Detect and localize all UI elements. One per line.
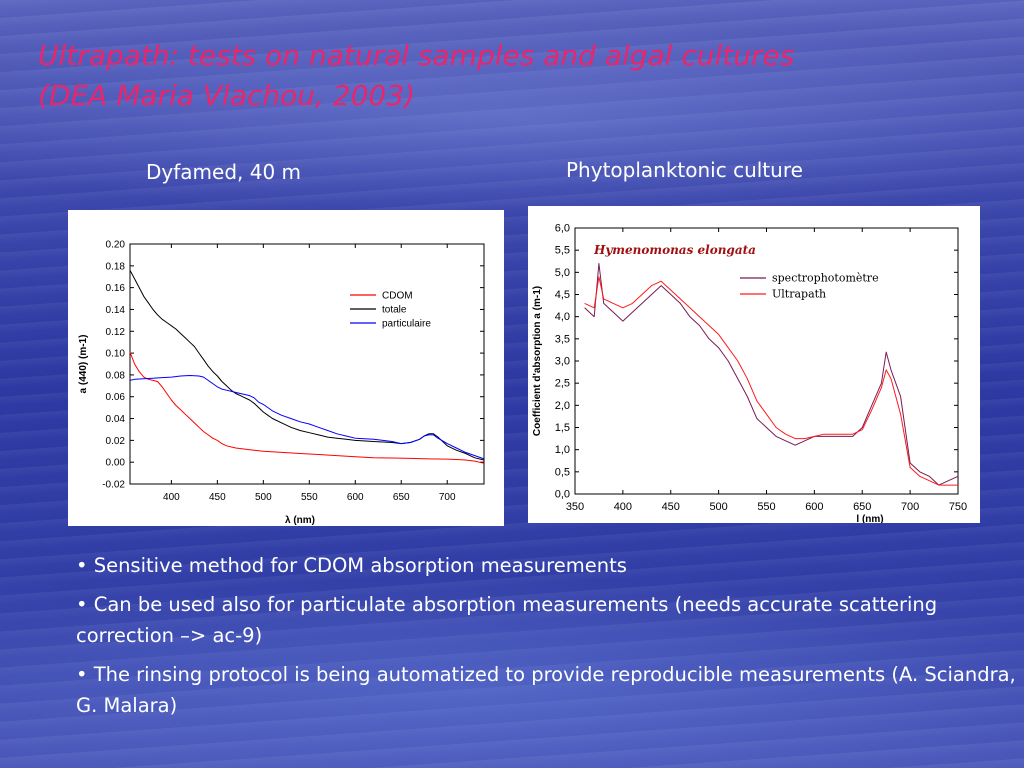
culture-y-tick-label: 3,0 — [555, 356, 570, 368]
dyfamed-y-tick-label: 0.12 — [106, 327, 126, 338]
dyfamed-legend-label: particulaire — [382, 319, 431, 330]
culture-y-tick-label: 0,0 — [555, 489, 570, 501]
left-chart-caption: Dyfamed, 40 m — [146, 160, 302, 184]
dyfamed-series-cdom — [129, 351, 485, 464]
culture-y-tick-label: 6,0 — [555, 223, 570, 235]
dyfamed-absorption-chart: -0.02 0.00 0.02 0.04 0.06 0.08 0.10 0.12 0.14 0.1… — [78, 240, 485, 526]
dyfamed-y-tick-label: 0.20 — [106, 240, 126, 251]
dyfamed-y-tick-label: 0.06 — [106, 392, 126, 403]
culture-y-tick-label: 3,5 — [555, 333, 570, 345]
culture-x-tick-label: 600 — [805, 501, 823, 513]
bullet-item-1: • Sensitive method for CDOM absorption m… — [76, 554, 627, 577]
culture-species-annotation: Hymenomonas elongata — [593, 243, 756, 257]
right-chart-caption: Phytoplanktonic culture — [566, 158, 803, 182]
dyfamed-x-axis-label: λ (nm) — [285, 515, 315, 526]
dyfamed-x-tick-label: 450 — [209, 492, 226, 503]
dyfamed-y-tick-label: 0.10 — [106, 349, 126, 360]
culture-x-tick-label: 750 — [949, 501, 967, 513]
dyfamed-x-tick-label: 400 — [163, 492, 180, 503]
culture-x-tick-label: 500 — [709, 501, 727, 513]
culture-absorption-chart: 0,0 0,5 1,0 1,5 2,0 2,5 3,0 3,5 4,0 4,5 5,0 5,5 6,0 3… — [532, 223, 967, 524]
culture-x-tick-label: 650 — [853, 501, 871, 513]
dyfamed-y-tick-label: 0.08 — [106, 370, 126, 381]
dyfamed-y-tick-label: 0.16 — [106, 283, 126, 294]
culture-x-tick-label: 550 — [757, 501, 775, 513]
culture-series-spectrophotom-tre — [584, 263, 959, 486]
culture-x-tick-label: 400 — [614, 501, 632, 513]
culture-legend-label: spectrophotomètre — [772, 272, 879, 285]
dyfamed-legend-label: CDOM — [382, 291, 413, 302]
dyfamed-y-axis-label: a (440) (m-1) — [78, 335, 89, 394]
dyfamed-x-tick-label: 650 — [393, 492, 410, 503]
culture-y-axis-label: Coefficient d'absorption a (m-1) — [532, 286, 543, 436]
culture-legend-label: Ultrapath — [772, 288, 826, 301]
culture-y-tick-label: 2,0 — [555, 400, 570, 412]
culture-y-tick-label: 1,5 — [555, 422, 570, 434]
culture-x-tick-label: 700 — [901, 501, 919, 513]
culture-chart-panel: 0,0 0,5 1,0 1,5 2,0 2,5 3,0 3,5 4,0 4,5 5,0 5,5 6,0 3… — [528, 206, 980, 523]
culture-x-tick-label: 450 — [662, 501, 680, 513]
dyfamed-y-tick-label: 0.18 — [106, 261, 126, 272]
dyfamed-plot-frame — [129, 243, 485, 485]
dyfamed-y-tick-label: 0.14 — [106, 305, 126, 316]
dyfamed-x-tick-label: 500 — [255, 492, 272, 503]
culture-y-tick-label: 4,5 — [555, 289, 570, 301]
dyfamed-legend-label: totale — [382, 305, 407, 316]
dyfamed-y-tick-label: 0.02 — [106, 436, 126, 447]
slide-title-line-1: Ultrapath: tests on natural samples and … — [38, 39, 795, 72]
culture-series-ultrapath — [584, 276, 958, 486]
culture-y-tick-label: 5,5 — [555, 245, 570, 257]
culture-y-tick-label: 4,0 — [555, 311, 570, 323]
culture-y-tick-label: 5,0 — [555, 267, 570, 279]
culture-x-axis-label: l (nm) — [856, 514, 883, 523]
culture-x-tick-label: 350 — [566, 501, 584, 513]
dyfamed-x-tick-label: 550 — [301, 492, 318, 503]
dyfamed-x-tick-label: 700 — [439, 492, 456, 503]
culture-plot-frame — [574, 227, 959, 495]
dyfamed-y-tick-label: 0.00 — [106, 458, 126, 469]
culture-y-tick-label: 2,5 — [555, 378, 570, 390]
slide-title: Ultrapath: tests on natural samples and … — [38, 36, 998, 116]
bullet-item-2: • Can be used also for particulate absor… — [76, 593, 938, 647]
dyfamed-series-totale — [129, 269, 485, 461]
bullet-list: • Sensitive method for CDOM absorption m… — [76, 550, 1016, 729]
bullet-item-3: • The rinsing protocol is being automati… — [76, 663, 1016, 717]
dyfamed-y-tick-label: -0.02 — [102, 480, 125, 491]
dyfamed-series-particulaire — [129, 375, 485, 460]
culture-y-tick-label: 1,0 — [555, 444, 570, 456]
dyfamed-x-tick-label: 600 — [347, 492, 364, 503]
dyfamed-y-tick-label: 0.04 — [106, 414, 126, 425]
culture-y-tick-label: 0,5 — [555, 466, 570, 478]
dyfamed-chart-panel: -0.02 0.00 0.02 0.04 0.06 0.08 0.10 0.12 0.14 0.1… — [68, 210, 504, 526]
slide-title-line-2: (DEA Maria Vlachou, 2003) — [38, 79, 415, 112]
